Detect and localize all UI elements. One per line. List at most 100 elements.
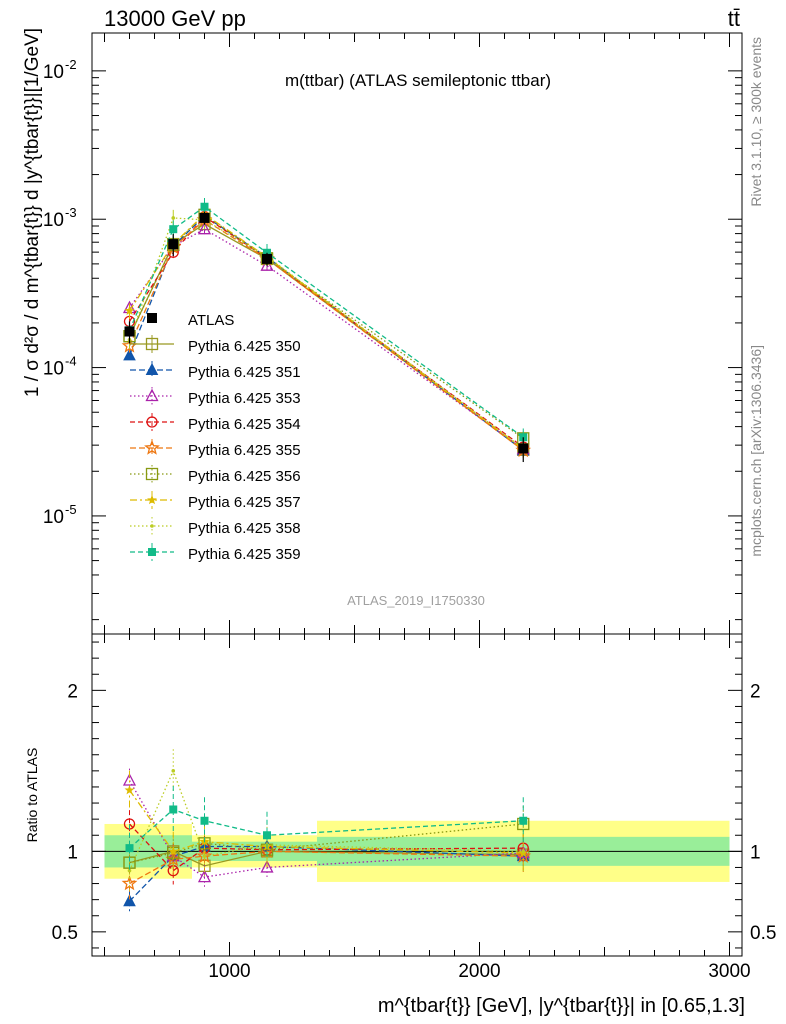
ratio-y-tick-label: 0.5 xyxy=(52,923,78,944)
series-7-main xyxy=(124,206,529,458)
legend-marker xyxy=(145,388,159,402)
series-ratio-point xyxy=(169,805,178,814)
series-ratio-point xyxy=(263,831,271,840)
series-point xyxy=(124,305,135,315)
main-frame xyxy=(91,32,743,635)
legend-entry-5: Pythia 6.425 355 xyxy=(130,439,301,459)
x-axis-label: m^{tbar{t}} [GeV], |y^{tbar{t}}| in [0.6… xyxy=(378,995,745,1017)
legend-entry-9: Pythia 6.425 359 xyxy=(130,543,301,563)
series-ratio-point xyxy=(260,860,274,873)
ratio-y-axis-label: Ratio to ATLAS xyxy=(24,748,40,843)
series-ratio-point xyxy=(125,844,134,853)
legend-marker xyxy=(147,494,157,505)
series-point xyxy=(197,221,212,235)
series-ratio-line xyxy=(128,769,524,871)
legend-entry-4: Pythia 6.425 354 xyxy=(130,413,301,433)
series-ratio-point xyxy=(168,846,179,856)
legend-marker xyxy=(145,362,159,375)
legend-marker xyxy=(146,416,158,428)
series-4-main xyxy=(123,211,529,453)
series-ratio-point xyxy=(123,894,136,907)
atlas-data-point xyxy=(168,239,179,250)
legend-entry-8: Pythia 6.425 358 xyxy=(130,517,301,537)
atlas-data xyxy=(124,211,529,463)
series-line xyxy=(128,217,524,449)
series-ratio-point xyxy=(200,816,209,825)
atlas-data-point xyxy=(518,443,529,454)
rivet-label: Rivet 3.1.10, ≥ 300k events xyxy=(748,37,764,207)
ratio-uncertainty-bands xyxy=(92,820,742,882)
series-ratio-point xyxy=(202,854,207,858)
series-point xyxy=(260,258,274,271)
legend-label: Pythia 6.425 354 xyxy=(188,416,301,433)
series-5-main xyxy=(121,211,532,458)
legend-label: Pythia 6.425 358 xyxy=(188,520,301,537)
series-9-main xyxy=(125,197,528,448)
atlas-data-point xyxy=(199,212,210,223)
legend-entry-atlas: ATLAS xyxy=(147,312,234,329)
watermark-label: ATLAS_2019_I1750330 xyxy=(347,593,485,608)
main-y-axis-label: 1 / σ d²σ / d m^{tbar{t}} d |y^{tbar{t}}… xyxy=(22,28,43,397)
legend-marker xyxy=(145,337,159,351)
ratio-frame xyxy=(91,633,743,957)
main-series xyxy=(121,197,532,463)
series-line xyxy=(128,228,524,450)
legend-entry-1: Pythia 6.425 350 xyxy=(130,335,301,355)
atlas-data-point xyxy=(262,253,272,264)
legend-marker xyxy=(144,439,160,455)
legend-label: Pythia 6.425 355 xyxy=(188,442,301,459)
y-tick-label: 10 xyxy=(43,507,64,528)
mcplots-label: mcplots.cern.ch [arXiv:1306.3436] xyxy=(748,345,764,557)
legend-label: ATLAS xyxy=(188,312,234,329)
legend-label: Pythia 6.425 353 xyxy=(188,390,301,407)
header-left-label: 13000 GeV pp xyxy=(104,6,246,31)
x-tick-label: 3000 xyxy=(708,961,750,982)
series-1-main xyxy=(123,217,530,456)
legend-entry-6: Pythia 6.425 356 xyxy=(130,465,301,485)
series-3-main xyxy=(122,221,530,455)
legend-entry-2: Pythia 6.425 351 xyxy=(130,361,301,381)
ratio-y-tick-label: 2 xyxy=(750,681,761,702)
ratio-series xyxy=(121,749,532,912)
y-tick-label-exponent: -4 xyxy=(65,354,77,369)
y-tick-label: 10 xyxy=(43,62,64,83)
series-ratio-line xyxy=(128,780,524,878)
ratio-y-tick-label: 1 xyxy=(750,842,761,863)
ratio-y-tick-label: 2 xyxy=(67,681,78,702)
legend-marker xyxy=(150,524,154,528)
y-tick-label: 10 xyxy=(43,359,64,380)
legend-marker xyxy=(145,467,159,481)
series-ratio-point xyxy=(171,769,176,773)
chart-title: m(ttbar) (ATLAS semileptonic ttbar) xyxy=(285,71,551,90)
ratio-y-tick-label: 0.5 xyxy=(750,923,776,944)
series-point xyxy=(200,202,209,211)
series-ratio-point xyxy=(519,816,528,825)
series-ratio-point xyxy=(124,784,135,795)
series-point xyxy=(169,225,178,234)
x-tick-label: 1000 xyxy=(208,961,250,982)
y-tick-label-exponent: -5 xyxy=(65,502,77,517)
header-right-label: tt̄ xyxy=(728,6,740,31)
legend-label: Pythia 6.425 351 xyxy=(188,364,301,381)
series-9-ratio xyxy=(125,785,528,872)
legend-entry-7: Pythia 6.425 357 xyxy=(130,491,301,511)
series-point xyxy=(171,216,176,220)
ratio-y-tick-label: 1 xyxy=(67,842,78,863)
atlas-data-point xyxy=(124,326,135,337)
x-tick-label: 2000 xyxy=(458,961,500,982)
series-point xyxy=(123,348,136,361)
y-tick-label-exponent: -3 xyxy=(65,205,77,220)
legend-label: Pythia 6.425 357 xyxy=(188,494,301,511)
legend: ATLAS Pythia 6.425 350 Pythia 6.425 351 Pyt… xyxy=(130,312,301,563)
series-ratio-point xyxy=(197,869,212,883)
y-tick-label: 10 xyxy=(43,210,64,231)
legend-marker xyxy=(148,548,156,556)
series-ratio-point xyxy=(127,868,132,873)
legend-label: Pythia 6.425 359 xyxy=(188,546,301,563)
series-6-main xyxy=(123,208,530,446)
legend-marker xyxy=(147,313,157,323)
series-8-ratio xyxy=(127,749,526,893)
